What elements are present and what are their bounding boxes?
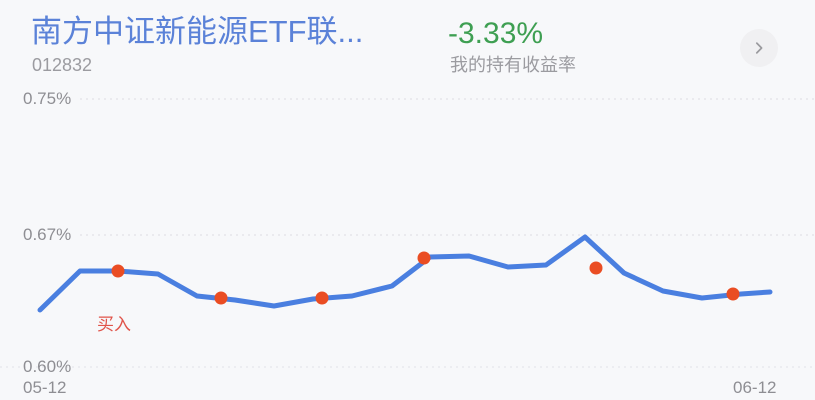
x-axis-tick-start: 05-12 (23, 378, 67, 397)
y-axis-tick-mid: 0.67% (23, 225, 72, 244)
x-axis-tick-end: 06-12 (733, 378, 777, 397)
detail-arrow-button[interactable] (740, 29, 778, 67)
buy-point-marker[interactable] (417, 251, 431, 265)
buy-marker-label: 买入 (97, 315, 131, 334)
fund-header: 南方中证新能源ETF联... 012832 -3.33% 我的持有收益率 (0, 0, 815, 88)
buy-point-marker[interactable] (214, 291, 228, 305)
performance-chart: 0.75% 0.67% 0.60% 05-12 06-12 买入 (0, 88, 815, 400)
return-rate-value: -3.33% (448, 17, 544, 50)
chart-plot-area (0, 98, 815, 368)
fund-code: 012832 (32, 55, 93, 75)
buy-point-marker[interactable] (111, 264, 125, 278)
chart-gridlines (0, 98, 815, 368)
return-rate-label: 我的持有收益率 (450, 55, 576, 75)
buy-point-marker[interactable] (315, 291, 329, 305)
chevron-right-icon (751, 40, 767, 56)
buy-point-markers (111, 251, 740, 305)
page-title[interactable]: 南方中证新能源ETF联... (31, 14, 364, 49)
y-axis-tick-bottom: 0.60% (23, 357, 72, 376)
price-line (37, 234, 773, 313)
buy-point-marker[interactable] (726, 287, 740, 301)
buy-point-marker[interactable] (589, 261, 603, 275)
y-axis-tick-top: 0.75% (23, 89, 72, 108)
